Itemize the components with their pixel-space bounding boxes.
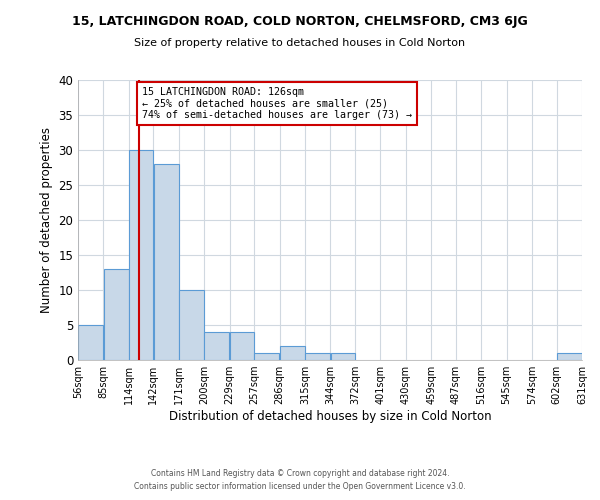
X-axis label: Distribution of detached houses by size in Cold Norton: Distribution of detached houses by size … [169,410,491,423]
Bar [557,353,582,360]
Text: 15, LATCHINGDON ROAD, COLD NORTON, CHELMSFORD, CM3 6JG: 15, LATCHINGDON ROAD, COLD NORTON, CHELM… [72,15,528,28]
Text: 15 LATCHINGDON ROAD: 126sqm
← 25% of detached houses are smaller (25)
74% of sem: 15 LATCHINGDON ROAD: 126sqm ← 25% of det… [142,87,412,120]
Text: Size of property relative to detached houses in Cold Norton: Size of property relative to detached ho… [134,38,466,48]
Text: Contains HM Land Registry data © Crown copyright and database right 2024.: Contains HM Land Registry data © Crown c… [151,468,449,477]
Bar [78,325,103,360]
Bar [205,332,229,360]
Bar [280,346,305,360]
Bar [154,164,179,360]
Bar [305,353,330,360]
Y-axis label: Number of detached properties: Number of detached properties [40,127,53,313]
Bar [254,353,280,360]
Text: Contains public sector information licensed under the Open Government Licence v3: Contains public sector information licen… [134,482,466,491]
Bar [230,332,254,360]
Bar [331,353,355,360]
Bar [104,269,128,360]
Bar [179,290,204,360]
Bar [129,150,153,360]
